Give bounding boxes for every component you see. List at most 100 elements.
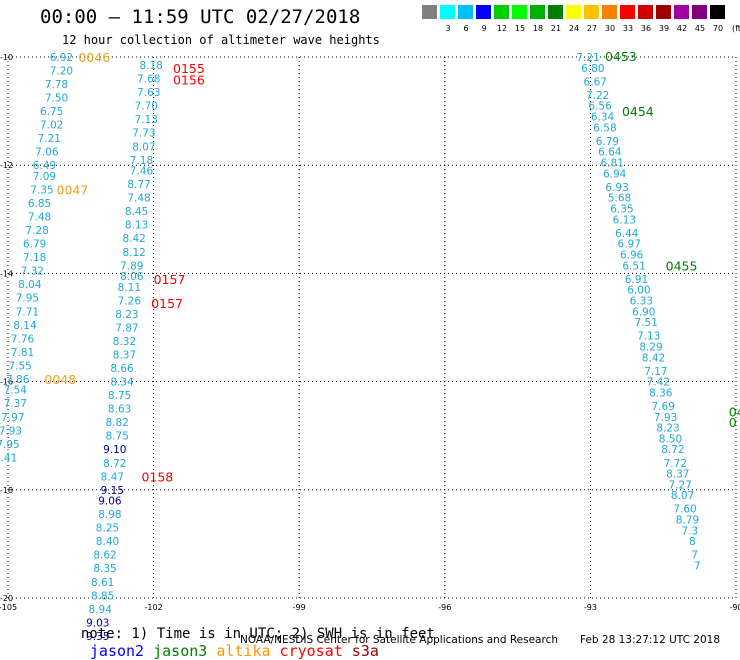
legend-swatch	[602, 5, 617, 19]
satellite-jason2: jason2	[80, 642, 145, 660]
wave-height-value: 8.98	[98, 509, 121, 521]
wave-height-value: 8.77	[127, 179, 150, 191]
wave-height-value: 6.49	[33, 160, 56, 172]
wave-height-value: 6.92	[50, 52, 73, 64]
lon-tick-label: -90	[729, 603, 740, 612]
wave-height-value: 6.64	[598, 147, 622, 159]
legend-swatch	[440, 5, 455, 19]
wave-height-value: 7.35	[30, 185, 53, 197]
legend-swatch	[530, 5, 545, 19]
wave-height-value: 8.40	[96, 536, 119, 548]
wave-height-value: 7.73	[132, 128, 155, 140]
wave-height-value: 6.75	[40, 106, 63, 118]
wave-height-value: 7.06	[35, 147, 59, 159]
wave-height-value: 8.37	[666, 469, 689, 481]
wave-height-value: 8.34	[110, 377, 134, 389]
wave-height-value: 7.48	[127, 193, 150, 205]
legend-label: 33	[622, 24, 634, 33]
legend-label: 36	[640, 24, 652, 33]
wave-height-value: 7.13	[135, 114, 158, 126]
pass-time-label: 0455	[666, 258, 698, 273]
wave-height-value: 7.27	[668, 479, 691, 491]
wave-height-value: 8.25	[96, 523, 119, 535]
wave-height-value: 6.79	[596, 136, 619, 148]
legend-swatch	[656, 5, 671, 19]
wave-height-value: 7.17	[644, 366, 667, 378]
satellite-jason3: jason3	[144, 642, 208, 660]
pass-time-label: 0157	[151, 296, 183, 311]
wave-height-value: 8.12	[122, 247, 145, 259]
wave-height-value: 6.13	[613, 214, 636, 226]
wave-height-value: 8.36	[649, 387, 673, 399]
legend-label: 18	[532, 24, 544, 33]
wave-height-value: 9.06	[98, 496, 122, 508]
pass-time-label: 04	[729, 404, 740, 419]
wave-height-value: 7.72	[664, 458, 687, 470]
lon-tick-label: -105	[0, 603, 17, 612]
wave-height-value: 6.79	[23, 239, 46, 251]
wave-height-value: 8.50	[659, 433, 682, 445]
map-subtitle: 12 hour collection of altimeter wave hei…	[62, 33, 380, 47]
lon-tick-label: -96	[438, 603, 451, 612]
wave-height-value: 7.63	[137, 87, 160, 99]
lat-tick-label: -18	[0, 486, 13, 495]
legend-swatch	[548, 5, 563, 19]
pass-time-label: 0158	[141, 469, 173, 484]
pass-time-label: 0046	[78, 50, 110, 65]
wave-height-value: 6.81	[601, 157, 624, 169]
wave-height-value: 7	[691, 550, 698, 562]
wave-height-value: 7.50	[45, 93, 68, 105]
wave-height-value: 8.47	[101, 471, 124, 483]
wave-height-value: 8.75	[108, 390, 131, 402]
legend-swatch	[512, 5, 527, 19]
lat-tick-label: -16	[0, 378, 13, 387]
wave-height-value: 9.35	[86, 631, 109, 643]
legend-swatch	[710, 5, 725, 19]
wave-height-value: 8.23	[656, 423, 679, 435]
wave-height-points: 6.927.207.787.506.757.027.217.066.497.09…	[0, 52, 701, 643]
wave-height-value: 7.95	[16, 293, 39, 305]
lat-tick-label: -20	[0, 594, 13, 603]
satellite-key: jason2 jason3 altika cryosat s3a	[80, 642, 379, 660]
wave-height-value: 7.70	[135, 101, 158, 113]
legend-label: 70	[712, 24, 724, 33]
pass-time-label: 0453	[605, 49, 637, 64]
wave-height-value: 8.72	[661, 444, 684, 456]
legend-label: 30	[604, 24, 616, 33]
wave-height-value: 7.18	[23, 252, 46, 264]
pass-time-label: 0156	[173, 73, 205, 88]
wave-height-value: 7.46	[130, 166, 154, 178]
wave-height-value: 6.67	[584, 76, 607, 88]
wave-height-value: 6.80	[581, 63, 604, 75]
wave-height-value: 6.93	[605, 182, 628, 194]
wave-height-value: 8.66	[110, 363, 134, 375]
wave-height-value: 9.03	[86, 617, 109, 629]
wave-height-value: 6.91	[625, 274, 648, 286]
footer-timestamp: Feb 28 13:27:12 UTC 2018	[580, 634, 720, 646]
legend-label: 24	[568, 24, 580, 33]
wave-height-value: 7.3	[682, 525, 699, 537]
wave-height-value: 6.00	[627, 285, 650, 297]
legend-label: 9	[481, 24, 487, 33]
wave-height-value: 8.45	[125, 206, 148, 218]
wave-height-value: 7	[694, 561, 701, 573]
wave-height-value: 8.75	[106, 431, 129, 443]
wave-height-value: 6.56	[588, 101, 612, 113]
pass-time-label: 0157	[154, 272, 186, 287]
wave-height-value: 8.23	[115, 309, 138, 321]
legend-swatch	[458, 5, 473, 19]
wave-height-value: 8.82	[106, 417, 129, 429]
legend-swatch	[584, 5, 599, 19]
wave-height-value: 8.61	[91, 577, 114, 589]
pass-time-label: 0048	[44, 372, 76, 387]
wave-height-value: 8.41	[0, 452, 17, 464]
wave-height-value: 7.48	[28, 212, 51, 224]
wave-height-value: 7.02	[40, 120, 63, 132]
wave-height-value: 8.42	[122, 233, 145, 245]
legend-label: 42	[676, 24, 688, 33]
wave-height-value: 6.94	[603, 168, 627, 180]
wave-height-value: 7.18	[130, 155, 153, 167]
wave-height-value: 8.94	[89, 604, 113, 616]
lat-tick-label: -14	[0, 269, 13, 278]
